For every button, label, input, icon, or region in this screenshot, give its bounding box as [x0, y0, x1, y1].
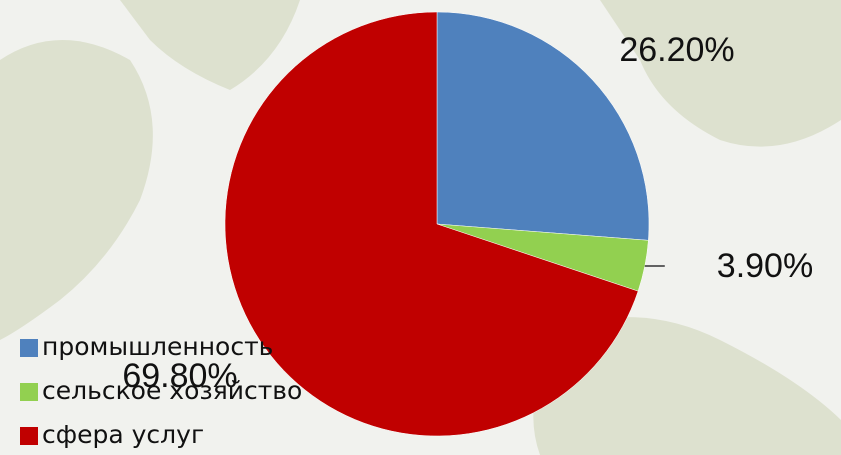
legend: промышленность сельское хозяйство сфера ус…	[20, 332, 302, 449]
landmass	[600, 0, 841, 147]
legend-label: сфера услуг	[42, 420, 204, 449]
landmass	[533, 317, 841, 455]
legend-swatch	[20, 427, 38, 445]
data-label: 3.90%	[717, 247, 813, 285]
pie-slice	[436, 11, 650, 241]
data-label: 26.20%	[619, 31, 734, 69]
legend-swatch	[20, 339, 38, 357]
legend-swatch	[20, 383, 38, 401]
pie-slice	[224, 11, 639, 437]
pie: 26.20% 3.90% 69.80%	[122, 11, 813, 437]
landmass	[120, 0, 300, 90]
legend-label: промышленность	[42, 332, 273, 361]
landmass	[0, 40, 153, 340]
legend-label: сельское хозяйство	[42, 376, 302, 405]
data-label: 69.80%	[122, 357, 237, 395]
